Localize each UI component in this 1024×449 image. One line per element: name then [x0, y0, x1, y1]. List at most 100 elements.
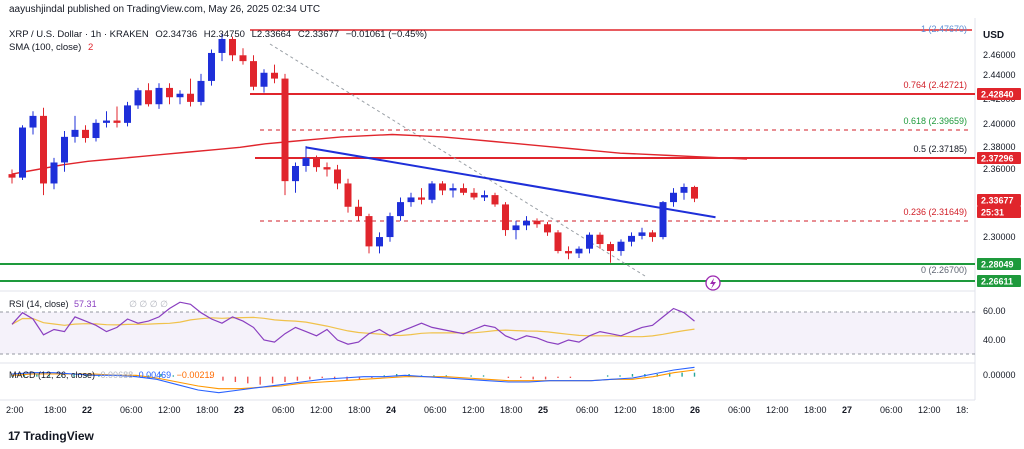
macd-label: MACD (12, 26, close) — [9, 370, 96, 380]
rsi-label: RSI (14, close) — [9, 299, 69, 309]
price-tag-box — [977, 275, 1021, 287]
candle-body — [512, 225, 520, 231]
candle-body — [344, 183, 352, 207]
time-axis-label: 06:00 — [272, 405, 295, 415]
publisher-line: aayushjindal published on TradingView.co… — [9, 4, 321, 15]
rsi-line — [11, 301, 695, 345]
price-axis-label: 2.30000 — [983, 232, 1016, 242]
time-axis-label: 12:00 — [462, 405, 485, 415]
candle-body — [397, 202, 404, 217]
candle-body — [29, 115, 37, 128]
candle-body — [691, 186, 698, 199]
candle-body — [418, 197, 425, 200]
price-axis-label: 2.38000 — [983, 142, 1016, 152]
candle-body — [386, 216, 394, 238]
fib-label: 1 (2.47670) — [921, 24, 967, 34]
candle-body — [586, 234, 593, 249]
candle-body — [187, 93, 194, 102]
candle-body — [407, 197, 415, 203]
fib-label: 0.236 (2.31649) — [903, 207, 967, 217]
candle-body — [19, 127, 26, 178]
time-axis-label: 23 — [234, 405, 244, 415]
sma-label: SMA (100, close) — [9, 42, 82, 53]
candle-body — [281, 78, 289, 182]
sma-line — [11, 133, 748, 175]
rsi-axis-label: 60.00 — [983, 306, 1006, 316]
sma-legend[interactable]: SMA (100, close) 2 — [9, 42, 93, 53]
candle-body — [659, 202, 667, 238]
candle-body — [523, 220, 530, 226]
macd-legend[interactable]: MACD (12, 26, close) 0.00688 0.00469 −0.… — [9, 370, 214, 380]
rsi-series — [11, 301, 695, 345]
time-axis-label: 12:00 — [158, 405, 181, 415]
price-tag-box — [977, 258, 1021, 270]
time-axis-label: 25 — [538, 405, 548, 415]
ohlc-high: H2.34750 — [203, 29, 245, 40]
time-axis-label: 18:00 — [804, 405, 827, 415]
price-tag-box — [977, 194, 1021, 206]
candlestick-series — [8, 34, 698, 263]
tradingview-logo[interactable]: 17 TradingView — [8, 429, 94, 443]
candle-body — [554, 232, 562, 252]
symbol-legend: XRP / U.S. Dollar · 1h · KRAKEN O2.34736… — [9, 29, 431, 40]
candle-body — [334, 169, 341, 184]
candle-body — [229, 38, 236, 56]
time-axis-label: 26 — [690, 405, 700, 415]
time-axis-label: 06:00 — [424, 405, 447, 415]
candle-body — [176, 93, 184, 98]
symbol-name[interactable]: XRP / U.S. Dollar · 1h · KRAKEN — [9, 29, 149, 40]
price-axis-label: 2.46000 — [983, 50, 1016, 60]
candle-body — [638, 232, 646, 236]
candle-body — [439, 183, 446, 191]
fib-label: 0 (2.26700) — [921, 265, 967, 275]
rsi-legend[interactable]: RSI (14, close) 57.31 ∅ ∅ ∅ ∅ — [9, 299, 168, 310]
candle-body — [617, 241, 625, 252]
time-axis-label: 18: — [956, 405, 969, 415]
time-axis-label: 22 — [82, 405, 92, 415]
time-axis-label: 18:00 — [44, 405, 67, 415]
rsi-axis-label: 40.00 — [983, 335, 1006, 345]
bearish-trend-line[interactable] — [305, 146, 716, 219]
price-axis-label: 2.44000 — [983, 70, 1016, 80]
candle-body — [8, 174, 16, 178]
candle-body — [481, 195, 488, 198]
price-axis-label: 2.40000 — [983, 119, 1016, 129]
macd-value-line: 0.00469 — [138, 370, 172, 380]
candle-body — [355, 206, 362, 217]
ohlc-low: L2.33664 — [251, 29, 292, 40]
candle-body — [271, 72, 278, 79]
fib-anchor-diagonal — [269, 43, 646, 277]
candle-body — [208, 52, 215, 81]
time-axis-label: 27 — [842, 405, 852, 415]
price-tags: 2.42840 2.37296 2.33677 25:31 2.28049 2.26611 — [977, 88, 1021, 287]
candle-body — [40, 115, 47, 184]
candle-body — [449, 188, 457, 191]
currency-label: USD — [983, 30, 1004, 41]
time-axis-label: 18:00 — [652, 405, 675, 415]
fib-label: 0.764 (2.42721) — [903, 80, 967, 90]
candle-body — [376, 237, 383, 247]
price-tag-text: 2.42840 — [981, 90, 1014, 100]
candle-body — [607, 244, 614, 252]
candle-body — [145, 90, 152, 105]
time-axis-label: 12:00 — [310, 405, 333, 415]
time-axis-label: 18:00 — [196, 405, 219, 415]
time-axis-label: 06:00 — [728, 405, 751, 415]
candle-body — [292, 165, 299, 182]
candle-body — [166, 87, 173, 98]
candle-body — [470, 192, 478, 198]
candle-body — [113, 120, 121, 123]
price-tag-text: 2.37296 — [981, 154, 1014, 164]
candle-body — [565, 251, 572, 254]
candle-body — [302, 157, 310, 166]
time-axis[interactable]: 2:00 18:00 22 06:00 12:00 18:00 23 06:00 12:00 18… — [6, 405, 969, 415]
candle-body — [155, 87, 163, 105]
fib-label: 0.5 (2.37185) — [913, 144, 967, 154]
time-axis-label: 12:00 — [614, 405, 637, 415]
fib-labels: 1 (2.47670) 0.764 (2.42721) 0.618 (2.39659… — [903, 24, 967, 275]
price-tag-text: 2.26611 — [981, 277, 1013, 287]
time-axis-label: 06:00 — [120, 405, 143, 415]
